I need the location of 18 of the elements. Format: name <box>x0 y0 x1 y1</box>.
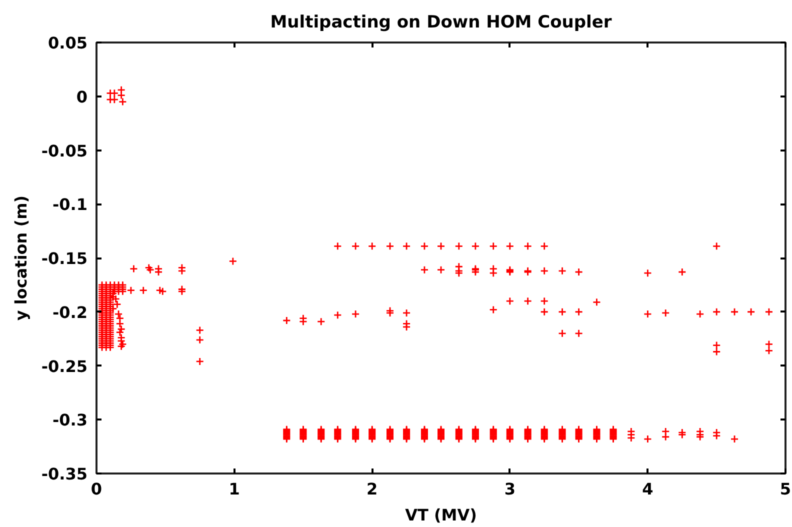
y-tick-label: -0.35 <box>41 464 88 484</box>
x-tick-label: 2 <box>366 480 378 498</box>
x-tick-label: 4 <box>642 480 654 498</box>
x-axis-title: VT (MV) <box>405 506 477 524</box>
y-axis-title: y location (m) <box>11 195 30 321</box>
x-tick-label: 5 <box>780 480 792 498</box>
y-tick-label: -0.05 <box>41 141 88 160</box>
y-tick-label: 0.05 <box>48 34 88 52</box>
x-tick-label: 1 <box>228 480 240 498</box>
y-tick-label: -0.3 <box>52 410 88 430</box>
y-tick-label: 0 <box>76 87 88 106</box>
y-tick-label: -0.1 <box>52 195 88 214</box>
y-tick-label: -0.2 <box>52 302 88 322</box>
x-tick-label: 0 <box>90 480 102 498</box>
x-tick-label: 3 <box>504 480 516 498</box>
y-tick-label: -0.25 <box>41 356 88 376</box>
chart-title: Multipacting on Down HOM Coupler <box>270 12 612 32</box>
y-tick-label: -0.15 <box>41 249 88 268</box>
